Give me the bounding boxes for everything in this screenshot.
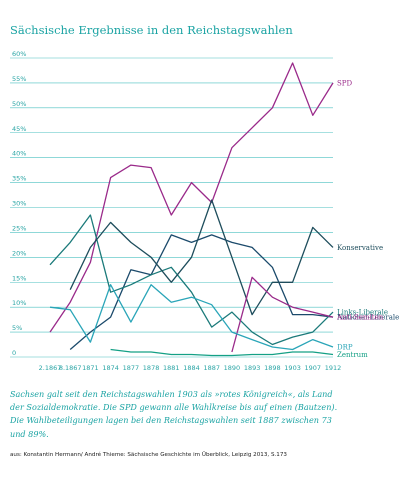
- y-tick-label: 45%: [12, 125, 26, 133]
- y-tick-label: 10%: [12, 299, 26, 307]
- x-tick-label: 1912: [325, 364, 342, 372]
- x-tick-label: 1887: [203, 364, 220, 372]
- x-tick-label: 1881: [163, 364, 180, 372]
- series-line-spd: [49, 62, 334, 333]
- series-line-zentrum: [110, 348, 334, 357]
- series-label-zentrum: Zentrum: [337, 351, 368, 359]
- chart: Sächsische Ergebnisse in den Reichstagsw…: [10, 23, 399, 372]
- series-line-anti-semiten: [231, 276, 334, 353]
- series-line-drp: [49, 284, 334, 351]
- x-tick-label: 8.1867: [59, 364, 82, 372]
- series-lines: [49, 62, 334, 357]
- chart-title: Sächsische Ergebnisse in den Reichstagsw…: [10, 23, 293, 37]
- grid: [10, 57, 333, 358]
- y-tick-label: 15%: [12, 274, 26, 282]
- y-tick-label: 55%: [12, 75, 26, 83]
- chart-caption: Sachsen galt seit den Reichstagswahlen 1…: [10, 389, 338, 439]
- x-tick-label: 1878: [143, 364, 160, 372]
- x-tick-label: 1874: [102, 364, 119, 372]
- y-tick-label: 25%: [12, 224, 26, 232]
- x-tick-label: 1907: [305, 364, 322, 372]
- series-label-anti-semiten: Anti-Semiten: [336, 314, 384, 322]
- series-line-links-liberale: [49, 214, 334, 346]
- series-label-links-liberale: Links-Liberale: [337, 309, 388, 317]
- y-tick-label: 35%: [12, 175, 26, 183]
- series-label-national-liberale: National-Liberale: [337, 314, 399, 322]
- y-tick-label: 40%: [12, 150, 26, 158]
- y-axis-ticks: 0 5% 10% 15% 20% 25% 30% 35% 40% 45% 50% 55% 60%: [12, 50, 26, 357]
- x-tick-label: 1893: [244, 364, 261, 372]
- y-tick-label: 30%: [12, 200, 26, 208]
- series-label-spd: SPD: [337, 79, 353, 87]
- y-tick-label: 20%: [12, 249, 26, 257]
- x-tick-label: 2.1867: [39, 364, 62, 372]
- x-tick-label: 1890: [224, 364, 241, 372]
- x-tick-label: 1898: [264, 364, 281, 372]
- source-citation: aus: Konstantin Hermann/ André Thieme: S…: [10, 452, 287, 458]
- series-line-konservative: [69, 199, 334, 316]
- y-tick-label: 60%: [12, 50, 26, 58]
- x-tick-label: 1903: [284, 364, 301, 372]
- series-label-konservative: Konservative: [337, 244, 383, 252]
- y-tick-label: 0: [12, 349, 16, 357]
- x-tick-label: 1877: [123, 364, 140, 372]
- series-line-national-liberale: [69, 234, 334, 350]
- x-tick-label: 1884: [183, 364, 200, 372]
- series-label-drp: DRP: [337, 344, 353, 352]
- y-tick-label: 50%: [12, 100, 26, 108]
- y-tick-label: 5%: [12, 324, 22, 332]
- x-tick-label: 1871: [82, 364, 99, 372]
